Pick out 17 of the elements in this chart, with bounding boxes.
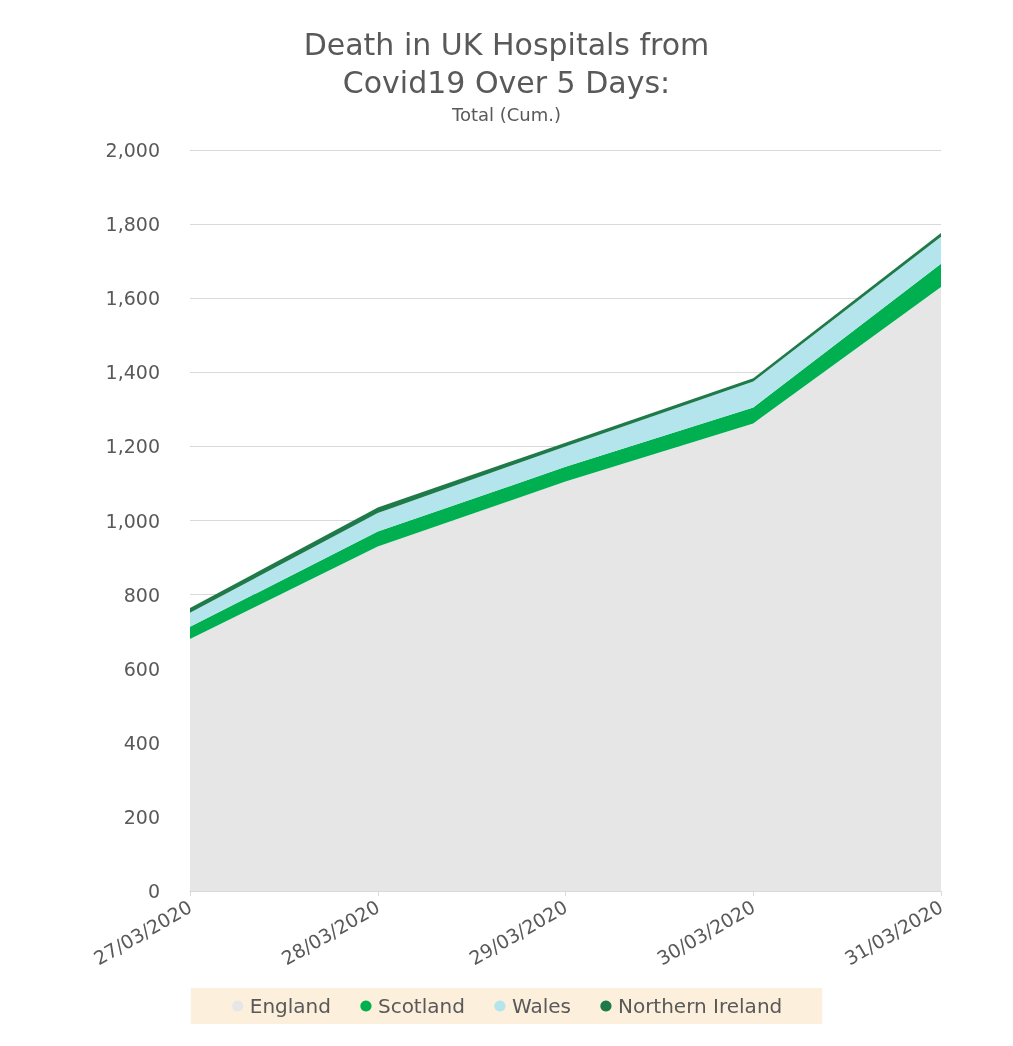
y-tick-label: 0 — [147, 880, 160, 902]
y-tick-label: 1,600 — [105, 287, 160, 310]
legend-label: Northern Ireland — [617, 994, 783, 1018]
y-tick-label: 800 — [123, 583, 160, 606]
y-tick-label: 600 — [123, 657, 160, 680]
y-tick-label: 400 — [123, 731, 160, 754]
y-tick-label: 1,200 — [105, 435, 160, 458]
y-tick-label: 1,800 — [105, 213, 160, 236]
chart-subtitle: Total (Cum.) — [450, 103, 562, 125]
y-tick-label: 1,400 — [105, 361, 160, 384]
chart-title: Death in UK Hospitals from Covid19 Over 5 Days: — [303, 26, 710, 100]
y-tick-label: 200 — [123, 805, 160, 828]
legend-label: Scotland — [377, 994, 465, 1018]
y-tick-label: 2,000 — [105, 139, 160, 161]
y-tick-label: 1,000 — [105, 509, 160, 532]
legend-label: England — [249, 994, 331, 1018]
legend-label: Wales — [511, 994, 571, 1018]
